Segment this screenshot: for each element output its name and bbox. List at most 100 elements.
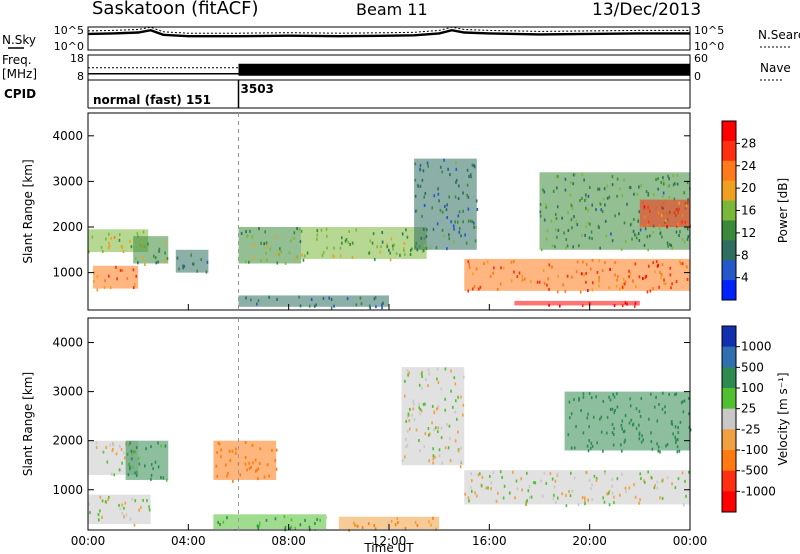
power-colorbar-label: 16 [741,204,756,218]
power-cell [469,173,472,177]
noise-panel-frame [87,26,691,51]
panel-frames [87,26,740,531]
power-colorbar-label: 8 [741,248,749,262]
velocity-cell [590,396,593,400]
power-cell [119,268,122,272]
velocity-cell [590,441,593,445]
velocity-cell [606,492,609,496]
power-ylabel: Slant Range [km] [21,159,35,263]
velocity-cell [616,392,618,396]
velocity-cell [534,481,537,485]
velocity-cell [436,367,439,371]
velocity-cell [424,402,426,406]
power-cell [613,304,616,308]
power-cell [140,241,143,245]
power-cell [344,239,347,243]
power-colorbar-label: 28 [741,136,756,150]
velocity-cell [105,446,108,450]
velocity-cell [613,411,616,415]
velocity-cell [450,389,452,393]
freq-left-tick-bottom: 8 [77,70,84,83]
velocity-cell [123,456,126,460]
power-cell [671,246,674,250]
velocity-cell [631,423,634,427]
velocity-cell [246,468,248,472]
velocity-cell [431,421,433,425]
velocity-cell [600,415,603,419]
power-cell [257,299,260,303]
velocity-cell [218,442,221,446]
power-cell [455,178,458,182]
velocity-cell [664,405,666,409]
velocity-colorbar-label: 1000 [741,340,772,354]
power-cell [623,282,626,286]
velocity-cell [259,447,262,451]
power-cell [330,306,333,310]
power-cell [583,178,585,182]
power-cell [655,178,657,182]
velocity-cell [659,496,661,500]
power-cell [658,224,661,228]
velocity-cell [438,448,441,452]
power-cell [381,306,383,310]
velocity-colorbar-swatch [722,470,736,492]
velocity-cell [429,432,431,436]
power-cell [590,267,592,271]
velocity-cell [609,398,612,402]
power-cell [574,172,576,176]
velocity-cell [638,433,641,437]
velocity-cell [664,411,666,415]
power-cell [443,234,445,238]
power-cell [416,248,419,252]
velocity-cell [283,515,286,519]
power-cell [576,260,579,264]
power-cell [486,260,489,264]
power-cell [638,238,641,242]
power-cell [290,239,292,243]
power-cell [623,221,626,225]
velocity-cell [460,446,462,450]
velocity-cell [104,500,107,504]
velocity-cell [160,444,162,448]
power-cell [453,240,455,244]
power-cell [266,258,268,262]
velocity-cell [621,472,623,476]
power-cell [476,207,479,211]
velocity-cell [525,500,528,504]
velocity-cell [407,373,409,377]
power-cell [575,270,578,274]
power-cell [676,222,679,226]
power-region [414,158,477,250]
velocity-cell [612,443,615,447]
velocity-cell [423,444,426,448]
velocity-cell [526,499,528,503]
power-cell [640,225,643,229]
velocity-cell [492,471,495,475]
velocity-cell [134,471,136,475]
velocity-cell [620,423,623,427]
velocity-cell [109,443,111,447]
power-cell [564,188,567,192]
x-tick-label: 00:00 [71,534,106,548]
x-tick-label: 12:00 [372,534,407,548]
velocity-cell [420,386,423,390]
power-cell [176,256,179,260]
power-cell [601,210,604,214]
velocity-cell [454,382,457,386]
power-cell [564,177,567,181]
power-cell [665,282,667,286]
power-cell [158,247,161,251]
velocity-cell [89,511,91,515]
power-cell [299,240,302,244]
power-cell [585,196,587,200]
power-cell [153,254,155,258]
power-cell [439,165,442,169]
power-cell [570,218,573,222]
power-cell [196,269,199,273]
power-cell [333,304,335,308]
power-cell [276,261,279,265]
power-cell [147,242,149,246]
velocity-cell [164,444,167,448]
velocity-cell [448,424,451,428]
